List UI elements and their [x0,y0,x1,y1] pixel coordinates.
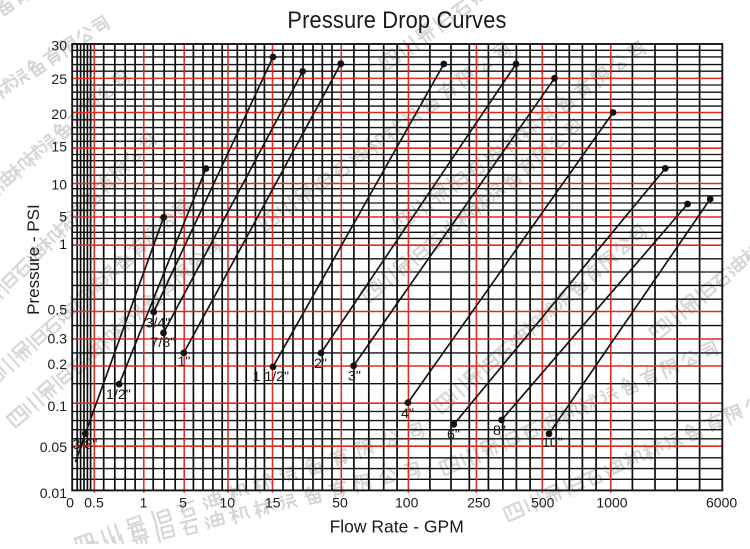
svg-text:1: 1 [140,494,148,510]
svg-text:0: 0 [66,494,74,510]
svg-text:0.3: 0.3 [48,330,68,346]
svg-text:10: 10 [51,176,67,192]
svg-text:Flow Rate - GPM: Flow Rate - GPM [330,517,464,537]
svg-text:0.1: 0.1 [48,398,68,414]
svg-text:15: 15 [265,494,281,510]
svg-text:0.5: 0.5 [48,302,68,318]
svg-text:2": 2" [314,356,327,372]
svg-text:5: 5 [179,494,187,510]
svg-text:3/8": 3/8" [73,437,98,453]
svg-text:Pressure Drop Curves: Pressure Drop Curves [287,6,506,33]
svg-text:7/8": 7/8" [151,335,176,351]
svg-text:0.2: 0.2 [48,356,68,372]
svg-text:3/4": 3/4" [146,315,171,331]
svg-text:6000: 6000 [706,494,737,510]
svg-text:20: 20 [51,106,67,122]
svg-text:4": 4" [401,406,414,422]
svg-text:1 1/2": 1 1/2" [253,369,290,385]
svg-text:10": 10" [542,435,563,451]
svg-text:1": 1" [178,354,191,370]
svg-text:1: 1 [59,236,67,252]
svg-text:5: 5 [59,209,67,225]
svg-text:0.01: 0.01 [40,485,67,501]
svg-text:0.05: 0.05 [40,439,67,455]
svg-text:500: 500 [531,494,555,510]
svg-text:3": 3" [348,369,361,385]
svg-text:15: 15 [51,138,67,154]
svg-text:50: 50 [332,494,348,510]
svg-text:1000: 1000 [596,494,627,510]
svg-text:250: 250 [467,494,491,510]
svg-text:6": 6" [447,427,460,443]
svg-text:30: 30 [51,38,67,54]
svg-text:Pressure - PSI: Pressure - PSI [24,204,43,315]
svg-text:0.5: 0.5 [84,494,104,510]
svg-text:100: 100 [395,494,419,510]
svg-text:25: 25 [51,71,67,87]
svg-text:8": 8" [493,423,506,439]
svg-text:10: 10 [220,494,236,510]
svg-text:1/2": 1/2" [106,387,131,403]
